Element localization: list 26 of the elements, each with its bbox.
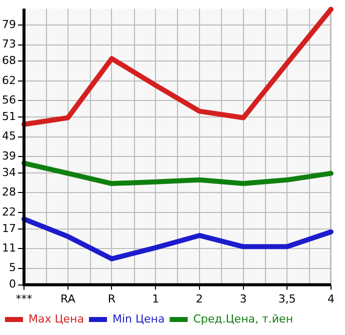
y-tick-label: 17 xyxy=(2,222,16,235)
y-tick-label: 56 xyxy=(2,94,16,107)
x-tick-label: RA xyxy=(60,292,76,306)
y-tick-label: 28 xyxy=(2,186,16,199)
y-tick-label: 68 xyxy=(2,54,16,68)
legend-label: Сред.Цена, т.йен xyxy=(193,312,294,326)
x-tick-label: 4 xyxy=(328,292,334,306)
y-tick-label: 34 xyxy=(2,166,16,179)
y-tick-label: 73 xyxy=(2,38,16,51)
x-tick-label: 2 xyxy=(196,292,203,306)
x-tick-label: 3 xyxy=(240,292,247,306)
y-tick-label: 22 xyxy=(2,205,16,218)
x-tick-label: 3,5 xyxy=(278,292,296,306)
x-tick-label: R xyxy=(108,292,116,306)
y-tick-label: 0 xyxy=(8,278,16,291)
y-tick-label: 39 xyxy=(2,149,16,162)
y-tick-label: 79 xyxy=(2,18,16,31)
y-tick-label: 51 xyxy=(2,110,16,123)
y-tick-label: 5 xyxy=(8,261,16,274)
y-tick-label: 62 xyxy=(2,74,16,87)
legend-label: Min Цена xyxy=(112,312,165,326)
y-tick-label: 45 xyxy=(2,130,16,143)
legend-label: Max Цена xyxy=(28,312,84,326)
x-tick-label: *** xyxy=(16,292,33,306)
y-tick-label: 11 xyxy=(2,241,16,254)
x-tick-label: 1 xyxy=(152,292,160,306)
